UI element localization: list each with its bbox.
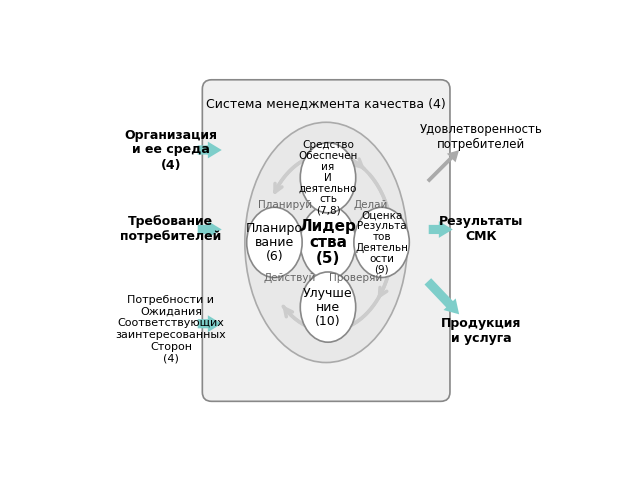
Text: Удовлетворенность
потребителей: Удовлетворенность потребителей xyxy=(420,123,543,151)
Ellipse shape xyxy=(300,205,356,279)
Ellipse shape xyxy=(300,143,356,213)
Text: Продукция
и услуга: Продукция и услуга xyxy=(441,317,522,345)
Text: Результаты
СМК: Результаты СМК xyxy=(439,216,524,243)
Text: Проверяй: Проверяй xyxy=(329,273,382,283)
Text: Лидер
ства
(5): Лидер ства (5) xyxy=(300,219,356,266)
Text: Средство
Обеспечен
ия
И
деятельно
сть
(7,8): Средство Обеспечен ия И деятельно сть (7… xyxy=(298,140,358,215)
Text: Потребности и
Ожидания
Соответствующих
заинтересованных
Сторон
(4): Потребности и Ожидания Соответствующих з… xyxy=(116,295,227,363)
Text: Планиро
вание
(6): Планиро вание (6) xyxy=(246,222,303,263)
Text: Действуй: Действуй xyxy=(263,273,316,283)
Ellipse shape xyxy=(354,207,410,277)
Text: Оценка
Результа
тов
Деятельн
ости
(9): Оценка Результа тов Деятельн ости (9) xyxy=(355,210,408,275)
Text: Организация
и ее среда
(4): Организация и ее среда (4) xyxy=(124,129,218,171)
Text: Улучше
ние
(10): Улучше ние (10) xyxy=(303,287,353,327)
Text: Требование
потребителей: Требование потребителей xyxy=(120,216,221,243)
Ellipse shape xyxy=(245,122,408,362)
Text: Планируй: Планируй xyxy=(259,201,312,210)
Ellipse shape xyxy=(246,207,302,277)
Text: Делай: Делай xyxy=(353,201,388,210)
FancyBboxPatch shape xyxy=(202,80,450,401)
Ellipse shape xyxy=(300,272,356,342)
Text: Система менеджмента качества (4): Система менеджмента качества (4) xyxy=(206,97,446,110)
